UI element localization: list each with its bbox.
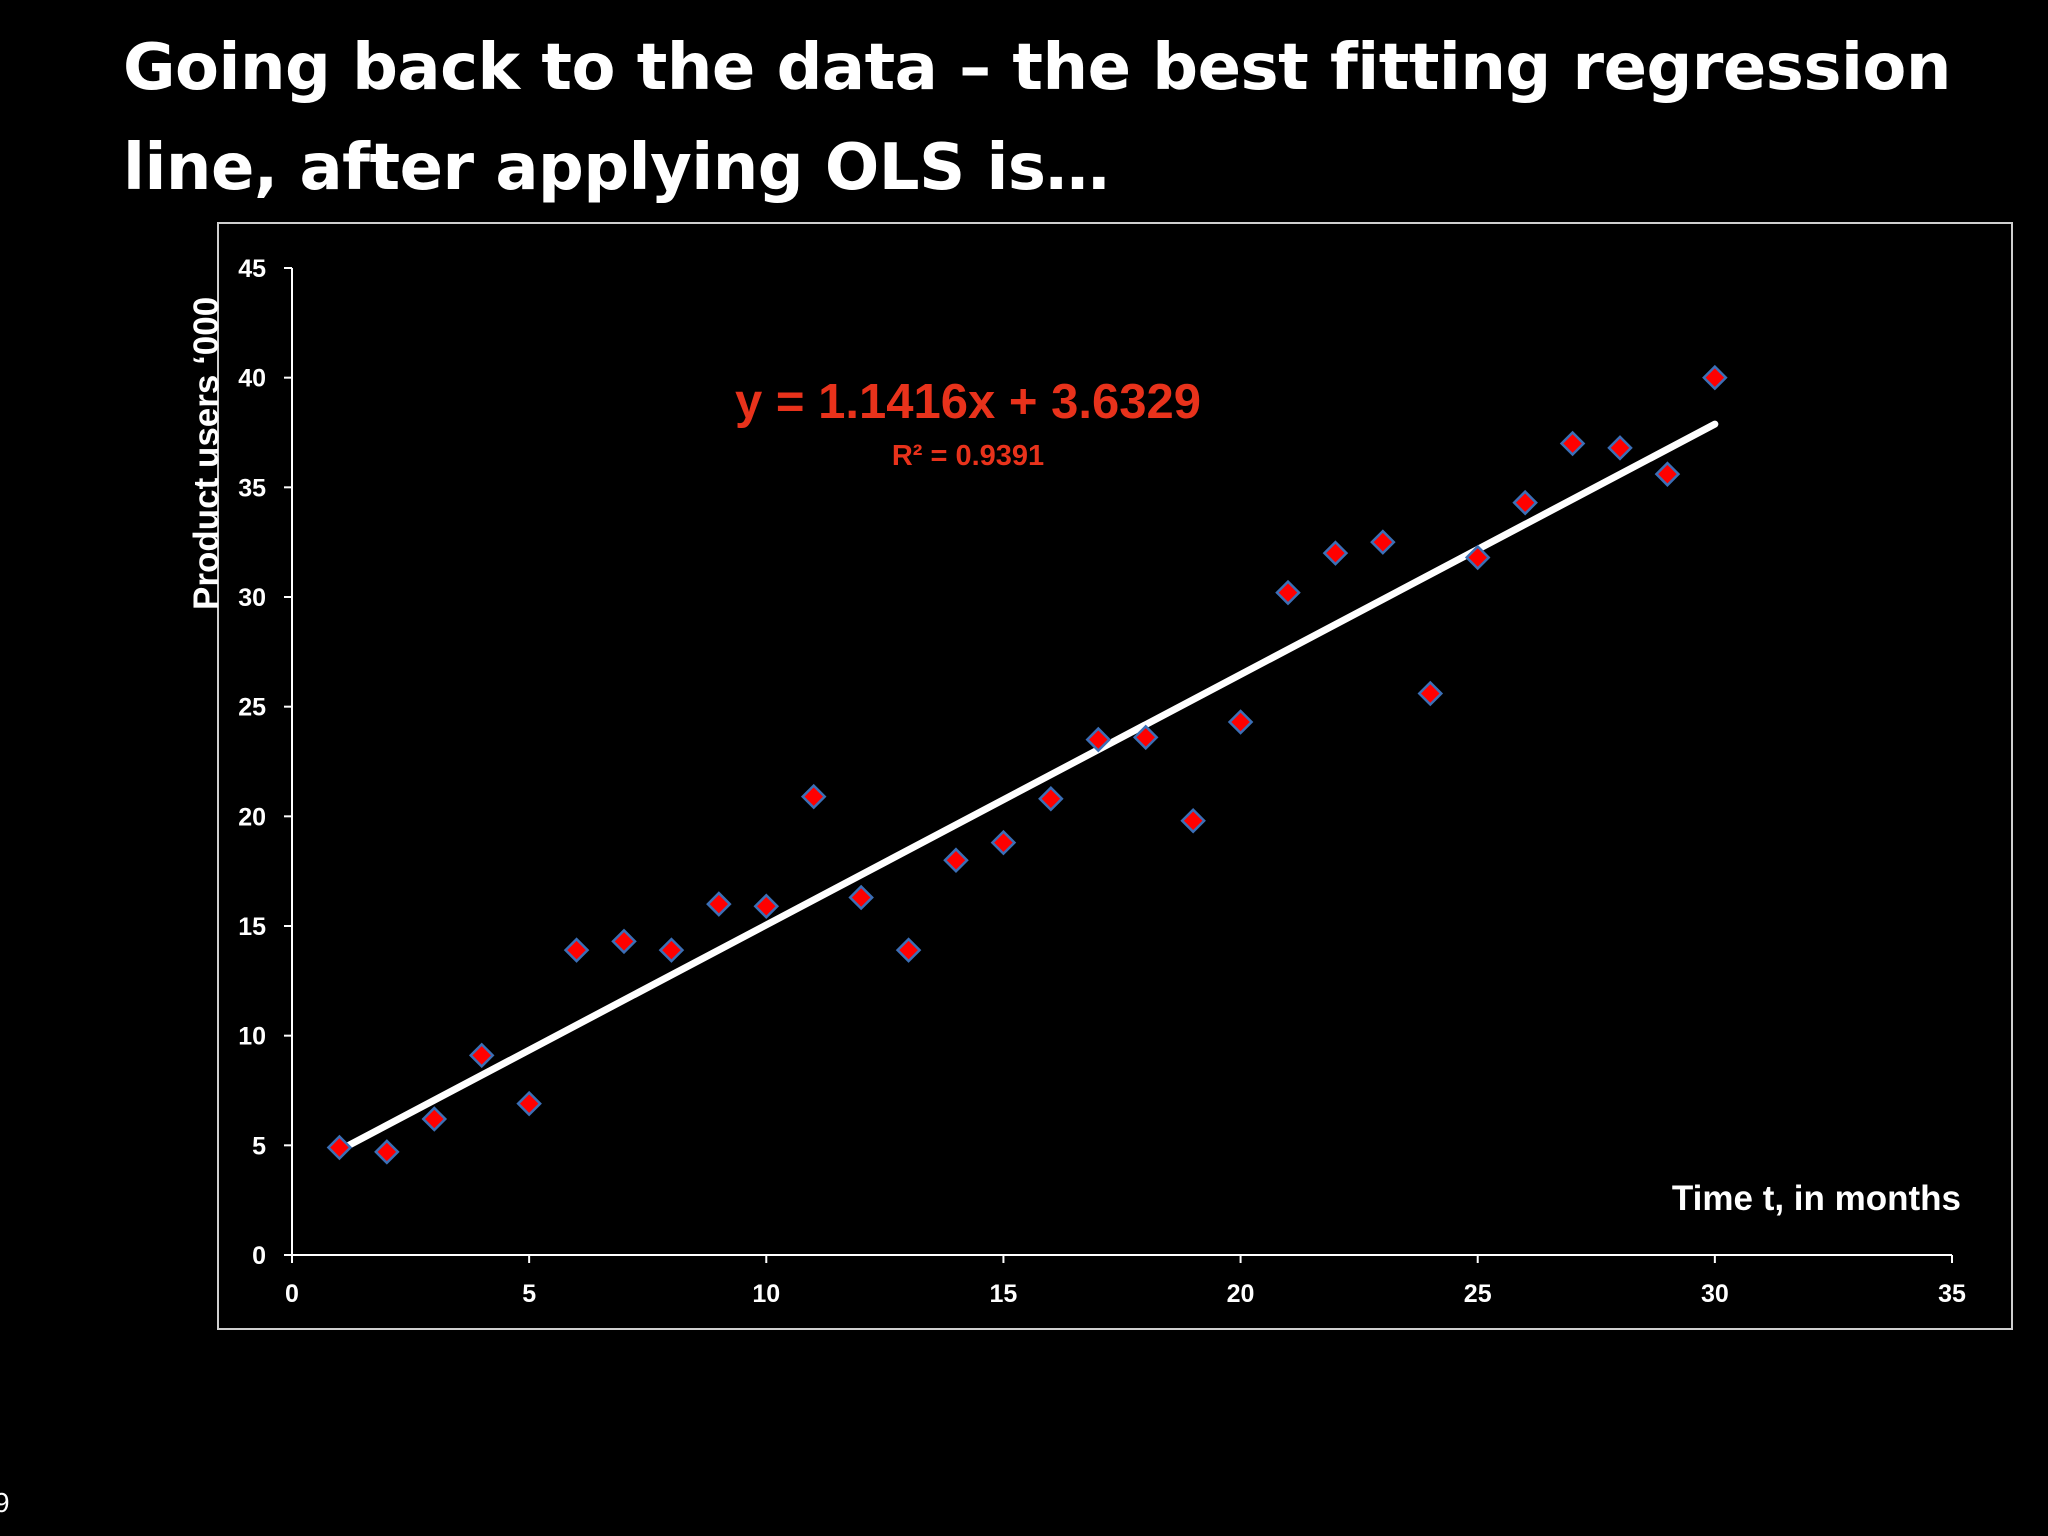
data-point <box>1085 726 1112 753</box>
data-point <box>563 937 590 963</box>
data-point <box>516 1090 542 1117</box>
x-tick-label: 20 <box>1227 1280 1255 1308</box>
data-points <box>326 364 1728 1165</box>
x-tick-label: 35 <box>1938 1280 1966 1308</box>
data-point <box>1275 579 1301 606</box>
x-tick-label: 15 <box>990 1280 1018 1308</box>
data-point <box>326 1134 353 1161</box>
data-point <box>753 893 780 920</box>
data-point <box>468 1042 495 1069</box>
y-tick-label: 0 <box>252 1242 266 1270</box>
trendline-layer <box>335 420 1719 1154</box>
y-tick-label: 5 <box>252 1132 266 1160</box>
chart-labels: y = 1.1416x + 3.6329 R² = 0.9391 Time t,… <box>187 297 1961 1218</box>
data-point <box>706 891 732 917</box>
data-point <box>1654 461 1681 487</box>
slide-number: 9 <box>0 1487 10 1518</box>
axes: 0 5 10 15 20 25 30 35 0 5 10 15 20 25 30 35 40 45 <box>238 255 1966 1308</box>
y-axis-title: Product users ‘000 <box>187 297 226 610</box>
data-point <box>1227 709 1254 735</box>
data-point <box>1132 724 1159 751</box>
y-tick-label: 45 <box>238 255 266 283</box>
data-point <box>1417 680 1444 707</box>
data-point <box>943 847 969 873</box>
data-point <box>1180 807 1206 834</box>
x-tick-label: 25 <box>1464 1280 1492 1308</box>
regression-equation: y = 1.1416x + 3.6329 <box>735 375 1201 429</box>
y-tick-label: 30 <box>238 584 266 612</box>
data-point <box>1512 489 1538 516</box>
y-tick-label: 15 <box>238 913 266 941</box>
data-point <box>658 937 685 963</box>
regression-line <box>335 420 1719 1154</box>
x-axis-title: Time t, in months <box>1672 1179 1961 1218</box>
data-point <box>374 1139 400 1165</box>
data-point <box>1559 430 1586 457</box>
x-tick-label: 0 <box>285 1280 299 1308</box>
y-tick-label: 10 <box>238 1023 266 1051</box>
y-tick-label: 25 <box>238 694 266 722</box>
data-point <box>1607 435 1633 461</box>
x-tick-label: 30 <box>1701 1280 1729 1308</box>
r-squared-label: R² = 0.9391 <box>892 440 1044 472</box>
data-point <box>800 783 827 810</box>
data-point <box>1464 544 1491 571</box>
data-point <box>990 829 1017 856</box>
data-point <box>1038 786 1064 812</box>
data-point <box>611 928 637 955</box>
y-tick-label: 35 <box>238 474 266 502</box>
data-point <box>1370 529 1396 555</box>
slide-title: Going back to the data – the best fittin… <box>123 31 1951 205</box>
data-point <box>895 937 922 963</box>
x-tick-label: 5 <box>522 1280 536 1308</box>
data-point <box>848 884 874 911</box>
x-tick-label: 10 <box>752 1280 780 1308</box>
y-tick-label: 20 <box>238 803 266 831</box>
data-point <box>421 1106 448 1132</box>
data-point <box>1322 540 1349 566</box>
y-tick-label: 40 <box>238 365 266 393</box>
data-point <box>1702 364 1728 391</box>
chart-frame <box>217 222 2013 1330</box>
